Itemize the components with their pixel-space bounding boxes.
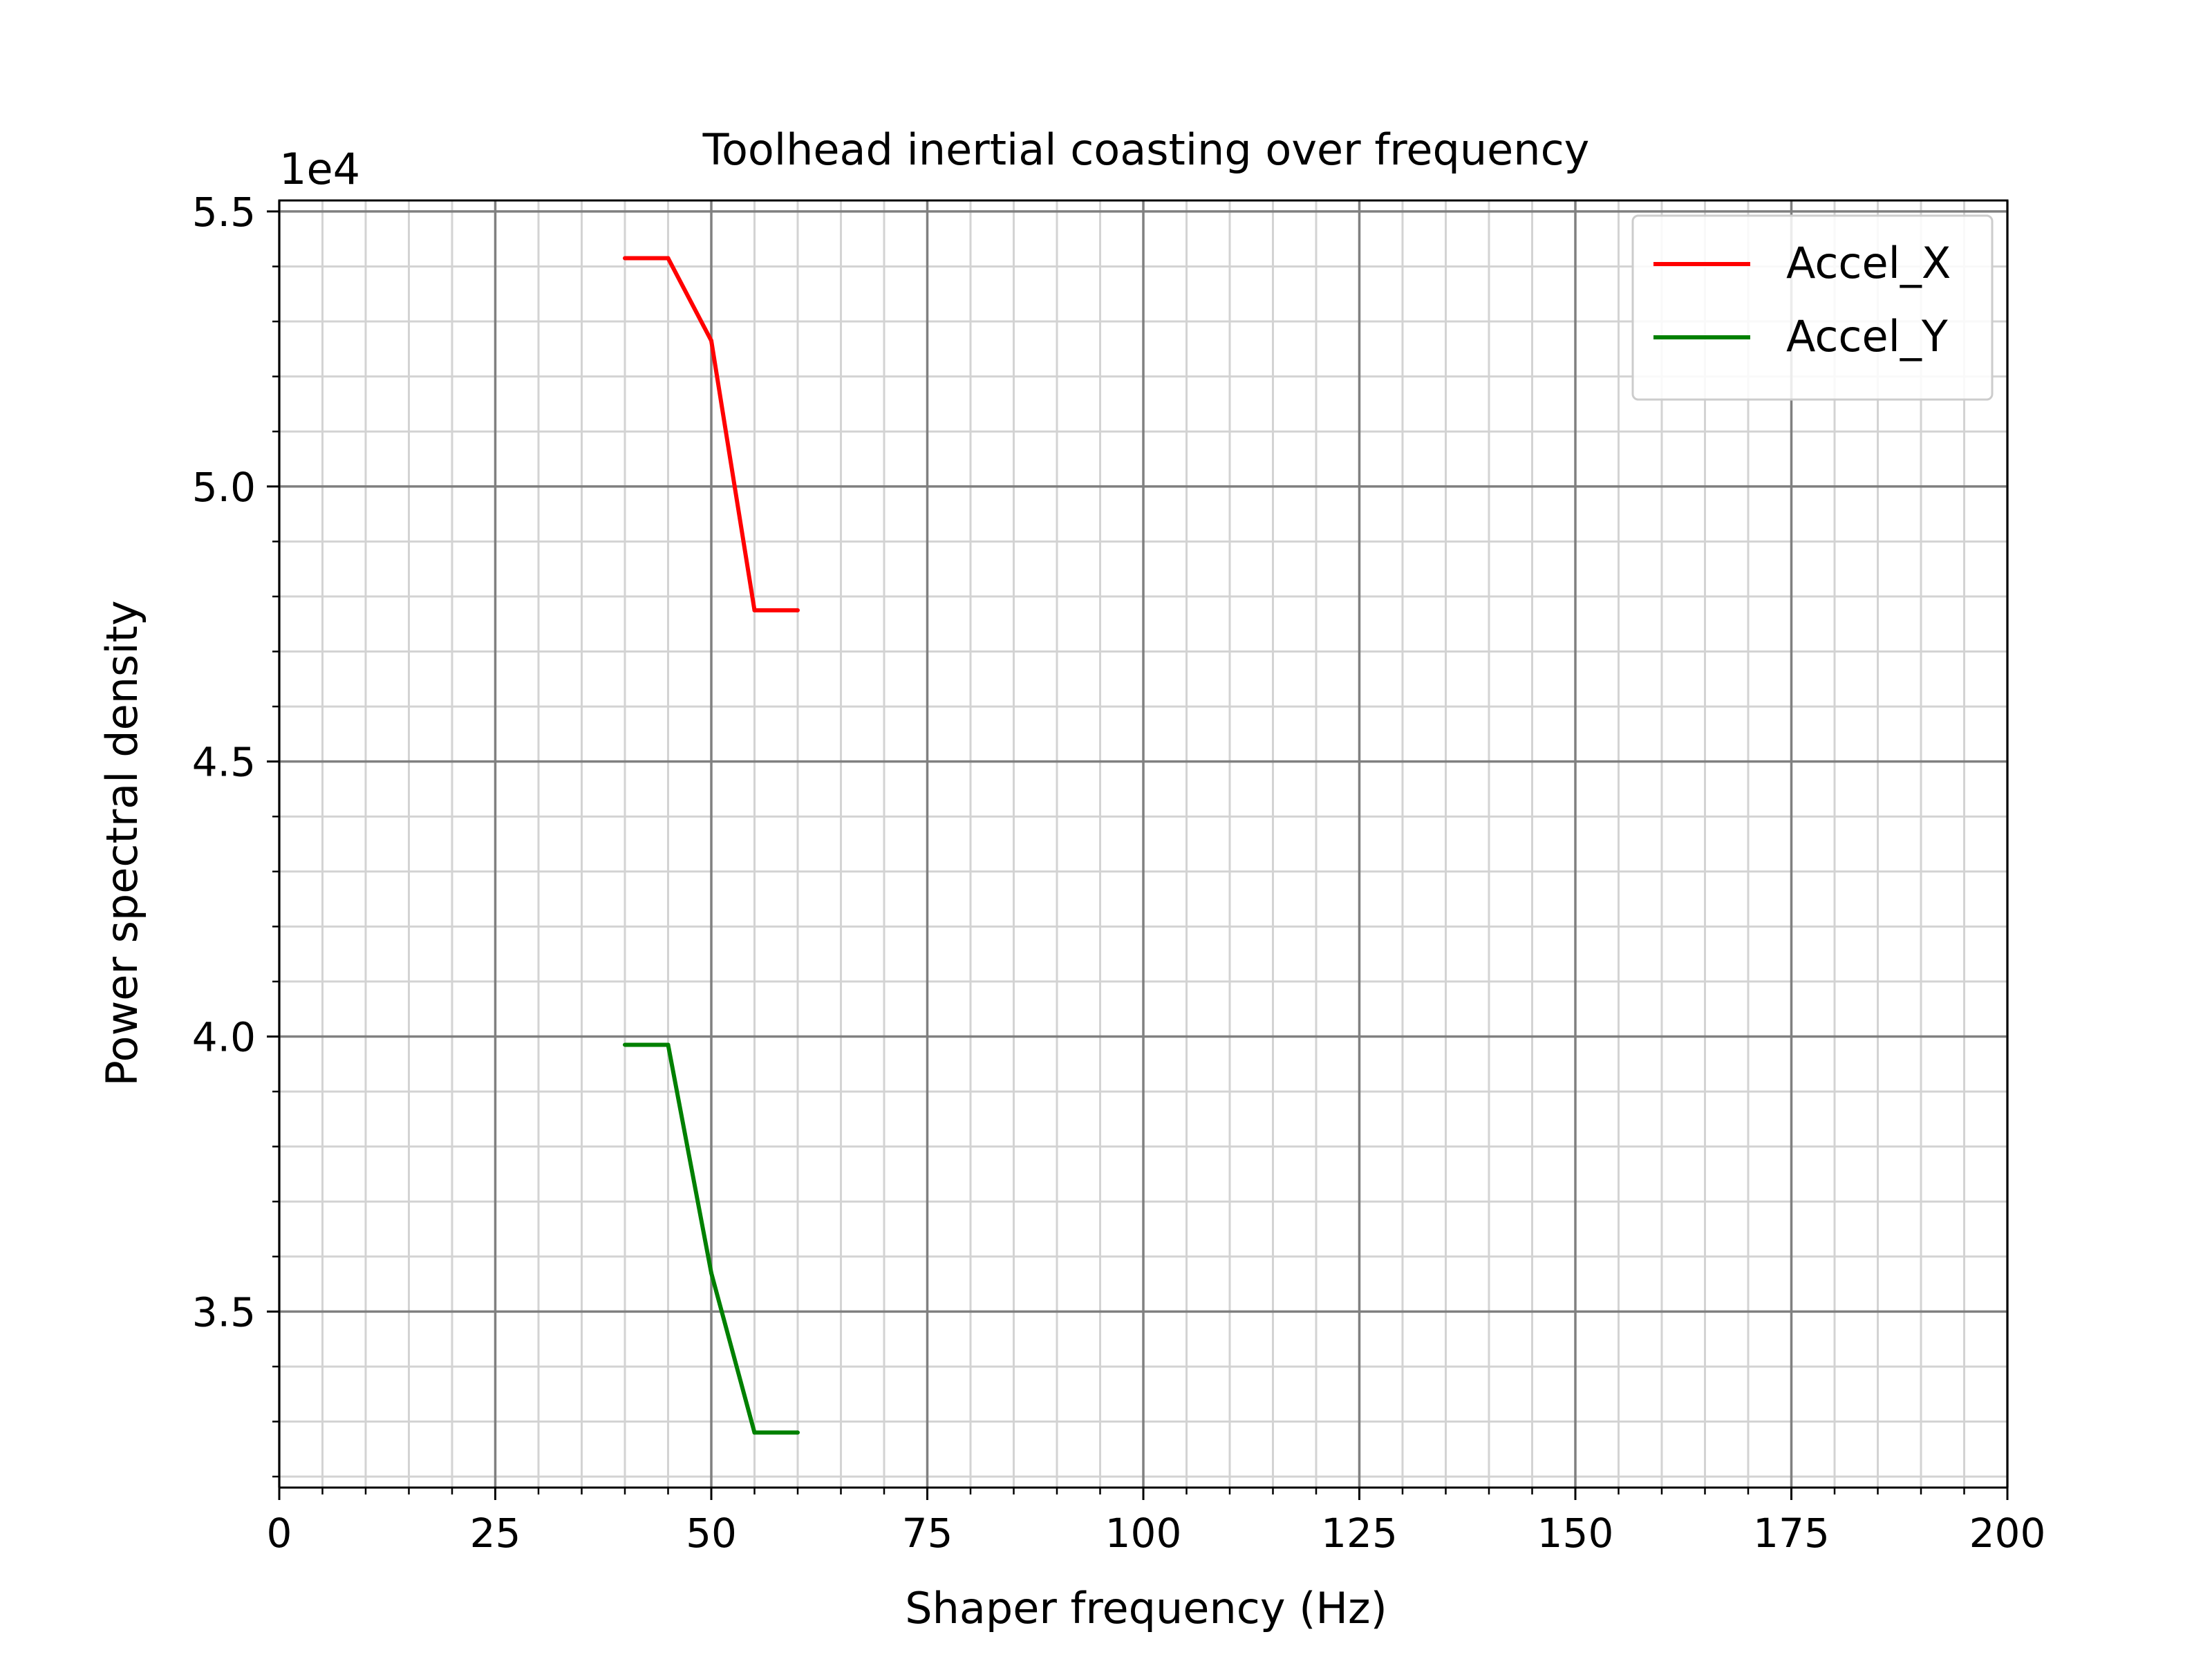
y-tick-label: 3.5	[192, 1288, 256, 1335]
x-tick-label: 100	[1105, 1510, 1182, 1557]
series-layer	[623, 256, 800, 1435]
x-axis-label: Shaper frequency (Hz)	[905, 1583, 1387, 1633]
y-offset-label: 1e4	[279, 144, 360, 194]
data-point-accel-y	[666, 1042, 671, 1047]
legend-label-accel-x: Accel_X	[1786, 238, 1951, 288]
x-tick-label: 125	[1321, 1510, 1398, 1557]
chart-title: Toolhead inertial coasting over frequenc…	[702, 124, 1590, 175]
legend: Accel_X Accel_Y	[1631, 214, 1994, 401]
x-tick-label: 50	[686, 1510, 737, 1557]
data-point-accel-x	[709, 338, 713, 343]
data-point-accel-x	[752, 608, 757, 612]
ticks-layer: 0 25 50 75 100 125 150 175 200 3.5 4.0 4.5 5.0 5.5	[192, 189, 2046, 1557]
x-tick-label: 75	[902, 1510, 953, 1557]
x-tick-label: 175	[1753, 1510, 1830, 1557]
major-grid	[278, 200, 2009, 1488]
y-tick-label: 5.0	[192, 464, 256, 511]
x-tick-label: 25	[470, 1510, 521, 1557]
data-point-accel-y	[623, 1042, 627, 1047]
y-tick-label: 5.5	[192, 189, 256, 236]
x-tick-label: 0	[267, 1510, 292, 1557]
legend-box	[1631, 214, 1994, 401]
legend-label-accel-y: Accel_Y	[1786, 311, 1948, 362]
data-point-accel-x	[666, 256, 671, 261]
y-tick-label: 4.5	[192, 739, 256, 786]
y-tick-label: 4.0	[192, 1014, 256, 1061]
data-point-accel-y	[709, 1271, 713, 1275]
x-tick-label: 150	[1537, 1510, 1614, 1557]
x-tick-label: 200	[1969, 1510, 2046, 1557]
data-point-accel-x	[623, 256, 627, 261]
y-axis-label: Power spectral density	[97, 600, 147, 1086]
data-point-accel-x	[796, 608, 800, 612]
data-point-accel-y	[752, 1430, 757, 1435]
data-point-accel-y	[796, 1430, 800, 1435]
